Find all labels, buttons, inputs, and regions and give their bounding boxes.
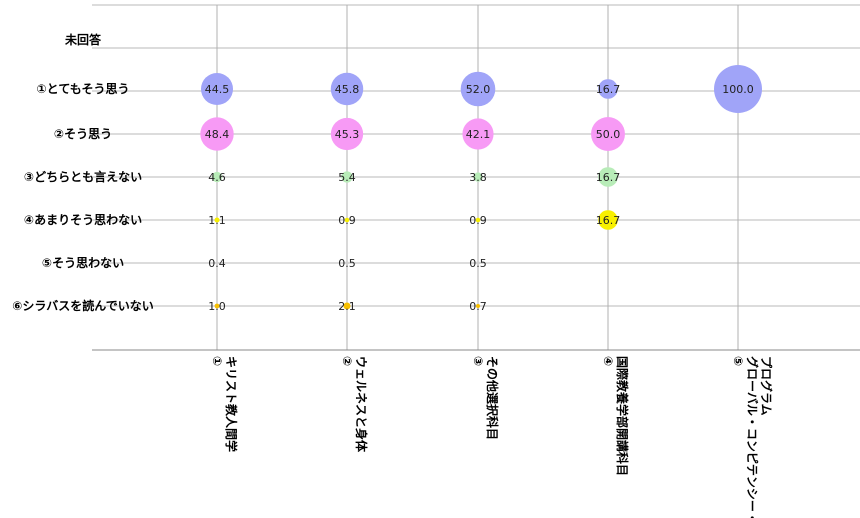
bubble	[214, 217, 220, 223]
bubble	[211, 171, 223, 183]
bubble-value-label: 45.8	[335, 83, 360, 96]
bubble	[215, 261, 219, 265]
column-labels: ① キリスト教人間学 ② ウェルネスと身体 ③ その他選択科目 ④ 国際教養学部開講科目 ⑤ グロ…	[210, 356, 774, 518]
row-label: ③どちらとも言えない	[24, 169, 142, 184]
bubble-value-label: 16.7	[596, 171, 621, 184]
column-label-line: 国際教養学部開講科目	[615, 356, 630, 476]
bubble-value-label: 50.0	[596, 128, 621, 141]
column-label-line: グローバル・コンピテンシー・	[745, 356, 760, 518]
column-label-line: プログラム	[759, 356, 774, 416]
bubble	[475, 217, 481, 223]
bubble	[200, 117, 234, 151]
column-label: ④ 国際教養学部開講科目	[601, 356, 630, 476]
bubble	[476, 261, 480, 265]
column-label: ⑤ グローバル・コンピテンシー・ プログラム	[731, 356, 774, 518]
row-labels: 未回答 ①とてもそう思う ②そう思う ③どちらとも言えない ④あまりそう思わない ⑤そう思…	[12, 32, 153, 313]
column-label-line: ウェルネスと身体	[354, 356, 369, 453]
bubble-value-label: 48.4	[205, 128, 230, 141]
bubble	[214, 303, 220, 309]
column-label: ② ウェルネスと身体	[340, 356, 369, 453]
bubble-value-label: 4.6	[208, 171, 226, 184]
bubble-value-label: 0.4	[208, 257, 226, 270]
row-label: ④あまりそう思わない	[24, 213, 142, 227]
row-label: ②そう思う	[54, 127, 112, 141]
bubble	[344, 217, 350, 223]
bubble	[330, 117, 364, 151]
bubble-value-label: 52.0	[466, 83, 491, 96]
bubble-value-label: 5.4	[338, 171, 356, 184]
bubble-value-label: 2.1	[338, 300, 356, 313]
bubble	[330, 72, 364, 106]
column-label: ① キリスト教人間学	[210, 356, 239, 452]
column-label-line: ③	[471, 356, 485, 366]
bubble	[598, 210, 618, 230]
bubble-value-label: 1.0	[208, 300, 226, 313]
bubble	[598, 79, 618, 99]
row-label: ⑤そう思わない	[42, 256, 124, 270]
bubble-value-label: 16.7	[596, 83, 621, 96]
bubble	[200, 72, 234, 106]
column-label-line: ②	[340, 356, 354, 366]
bubble-value-label: 100.0	[722, 83, 754, 96]
bubble-value-label: 0.7	[469, 300, 487, 313]
bubble-value-label: 0.5	[338, 257, 356, 270]
bubble-value-label: 3.8	[469, 171, 487, 184]
bubble-value-label: 1.1	[208, 214, 226, 227]
column-label-line: ①	[210, 356, 224, 366]
bubble	[591, 117, 625, 151]
column-label-line: キリスト教人間学	[224, 356, 239, 452]
bubble	[475, 303, 481, 309]
bubble	[598, 167, 618, 187]
bubble-value-label: 16.7	[596, 214, 621, 227]
bubble	[345, 261, 349, 265]
bubble	[343, 302, 351, 310]
bubble	[460, 71, 496, 107]
bubble-value-label: 44.5	[205, 83, 230, 96]
bubble	[462, 118, 494, 150]
bubble-value-label: 0.5	[469, 257, 487, 270]
bubble	[341, 171, 353, 183]
column-label-line: ⑤	[731, 356, 745, 366]
column-label-line: その他選択科目	[485, 356, 500, 440]
column-label-line: ④	[601, 356, 615, 366]
row-label: ⑥シラバスを読んでいない	[12, 298, 153, 313]
bubble	[473, 172, 483, 182]
column-label: ③ その他選択科目	[471, 356, 500, 440]
bubbles: 44.5 45.8 52.0 16.7 100.0 48.4 45.3 42.1 50.0 4.6…	[200, 65, 762, 313]
bubble-value-label: 42.1	[466, 128, 491, 141]
bubble-value-label: 45.3	[335, 128, 360, 141]
bubble-value-label: 0.9	[469, 214, 487, 227]
bubble	[714, 65, 762, 113]
row-label: 未回答	[64, 32, 102, 47]
row-label: ①とてもそう思う	[37, 82, 130, 96]
bubble-value-label: 0.9	[338, 214, 356, 227]
